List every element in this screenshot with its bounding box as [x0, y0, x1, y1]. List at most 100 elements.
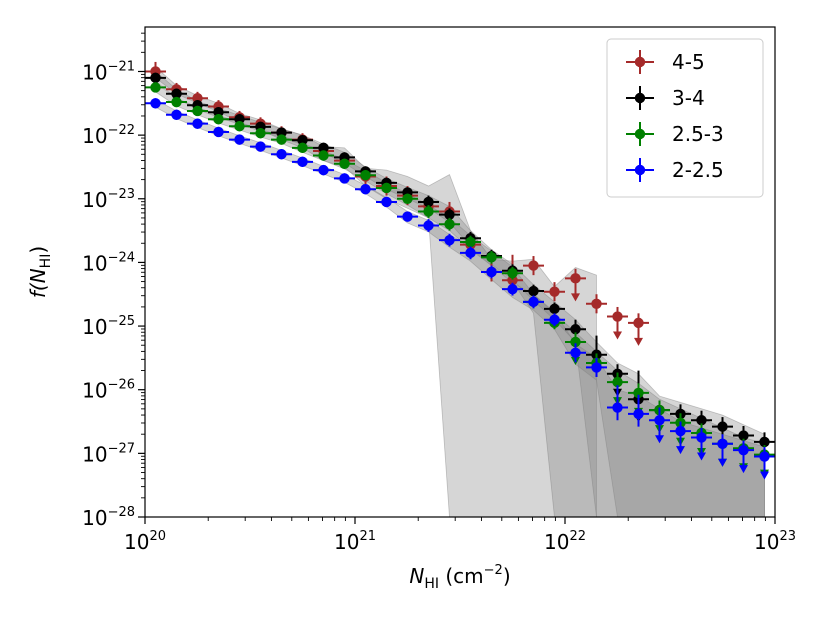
x-axis-label: NHI (cm−2)	[409, 563, 510, 592]
legend-marker	[634, 164, 646, 176]
legend-entry-2-2.5: 2-2.5	[626, 158, 724, 182]
data-point	[297, 156, 308, 168]
x-tick-label-exp: 22	[569, 529, 586, 544]
y-tick-label-exp: −23	[108, 187, 135, 202]
legend-box	[606, 38, 764, 198]
data-point	[738, 430, 749, 441]
data-point	[213, 114, 224, 125]
x-tick-label-base: 10	[124, 530, 149, 554]
y-axis-label-main: N	[26, 268, 50, 283]
data-point	[213, 126, 224, 138]
data-point	[591, 298, 602, 309]
y-tick-label-base: 10	[82, 251, 107, 275]
upper-limit-arrow	[613, 331, 622, 340]
x-tick-label-base: 10	[334, 530, 359, 554]
y-tick-label-base: 10	[82, 315, 107, 339]
data-point	[444, 219, 455, 230]
data-point	[444, 234, 455, 246]
data-point	[486, 252, 497, 263]
axis-ticks: 1020 1021 1022 102310−2810−2710−2610−2510−2…	[82, 32, 796, 554]
x-axis-label-close: )	[503, 564, 511, 588]
data-point	[297, 142, 308, 154]
data-point	[234, 134, 245, 145]
data-point	[318, 164, 329, 176]
data-point	[255, 128, 266, 139]
data-point	[402, 193, 413, 204]
data-point	[381, 182, 392, 194]
data-point	[192, 105, 203, 117]
x-axis-label-unit: (cm	[439, 564, 484, 588]
data-point	[675, 425, 686, 437]
x-tick-label-base: 10	[544, 530, 569, 554]
data-point	[150, 72, 161, 84]
legend-entries: 4-5 3-4 2.5-3 2-2.5	[626, 50, 724, 182]
upper-limit-arrow	[697, 452, 706, 461]
data-point	[738, 444, 749, 456]
data-point	[360, 184, 371, 195]
data-point	[276, 149, 287, 160]
x-tick-label: 1021	[334, 529, 376, 554]
x-tick-label-exp: 21	[359, 529, 376, 544]
y-tick-label: 10−27	[82, 441, 135, 466]
legend-marker	[634, 92, 646, 104]
data-point	[759, 436, 770, 448]
legend-entry-4-5: 4-5	[626, 50, 705, 74]
y-axis-label-pre: f(	[26, 282, 50, 298]
data-point	[402, 211, 413, 222]
data-point	[549, 303, 560, 315]
data-point	[171, 109, 182, 120]
data-point	[360, 170, 371, 181]
data-point	[612, 402, 623, 413]
data-point	[570, 347, 581, 358]
data-point	[633, 408, 644, 420]
y-tick-label-base: 10	[82, 506, 107, 530]
upper-limit-arrow	[634, 337, 643, 346]
data-point	[192, 118, 203, 129]
data-point	[759, 451, 770, 462]
data-point	[465, 236, 476, 248]
upper-limit-arrow	[718, 458, 727, 467]
data-point	[717, 438, 728, 450]
data-point	[276, 134, 287, 145]
y-tick-label-base: 10	[82, 124, 107, 148]
data-point	[528, 296, 539, 308]
y-tick-label-exp: −27	[108, 441, 135, 456]
legend-marker	[634, 128, 646, 140]
data-point	[570, 273, 581, 284]
data-point	[318, 142, 329, 154]
legend-label: 3-4	[672, 86, 705, 110]
legend-label: 4-5	[672, 50, 705, 74]
data-point	[633, 317, 644, 329]
data-point	[255, 141, 266, 152]
data-point	[549, 286, 560, 297]
data-point	[696, 415, 707, 426]
data-point	[633, 387, 644, 399]
series-2-2.5	[145, 98, 775, 480]
data-point	[528, 260, 539, 271]
y-tick-label: 10−25	[82, 314, 135, 339]
y-tick-label: 10−28	[82, 505, 135, 530]
upper-limit-arrow	[655, 435, 664, 444]
data-point	[570, 324, 581, 335]
data-point	[423, 220, 434, 231]
x-tick-label-exp: 23	[779, 529, 796, 544]
data-point	[150, 98, 161, 109]
y-tick-label-base: 10	[82, 188, 107, 212]
y-tick-label: 10−23	[82, 187, 135, 212]
x-tick-label-exp: 20	[149, 529, 166, 544]
upper-limit-arrow	[571, 293, 580, 302]
y-tick-label-exp: −21	[108, 59, 135, 74]
upper-limit-arrow	[676, 446, 685, 455]
y-tick-label-base: 10	[82, 442, 107, 466]
data-point	[549, 314, 560, 325]
y-tick-label-base: 10	[82, 60, 107, 84]
legend-marker	[634, 56, 646, 68]
legend: 4-5 3-4 2.5-3 2-2.5	[606, 38, 764, 198]
legend-entry-3-4: 3-4	[626, 86, 705, 110]
data-point	[339, 158, 350, 169]
data-point	[465, 247, 476, 259]
y-axis-label-sub: HI	[38, 254, 54, 269]
y-tick-label: 10−26	[82, 378, 135, 403]
legend-entry-2.5-3: 2.5-3	[626, 122, 724, 146]
